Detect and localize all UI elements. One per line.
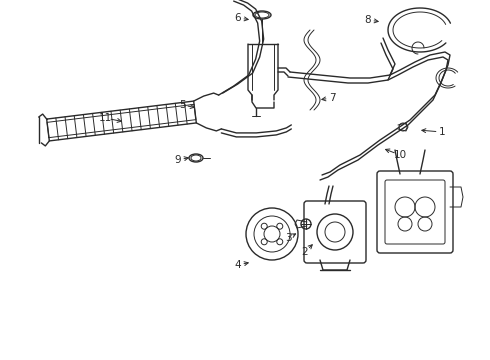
Text: 10: 10 <box>393 150 407 160</box>
Text: 11: 11 <box>98 113 112 123</box>
Text: 1: 1 <box>439 127 445 137</box>
Text: 8: 8 <box>365 15 371 25</box>
Text: 7: 7 <box>329 93 335 103</box>
Text: 5: 5 <box>179 100 185 110</box>
Text: 4: 4 <box>235 260 241 270</box>
Text: 9: 9 <box>175 155 181 165</box>
Text: 3: 3 <box>285 233 292 243</box>
Text: 2: 2 <box>302 247 308 257</box>
Text: 6: 6 <box>235 13 241 23</box>
